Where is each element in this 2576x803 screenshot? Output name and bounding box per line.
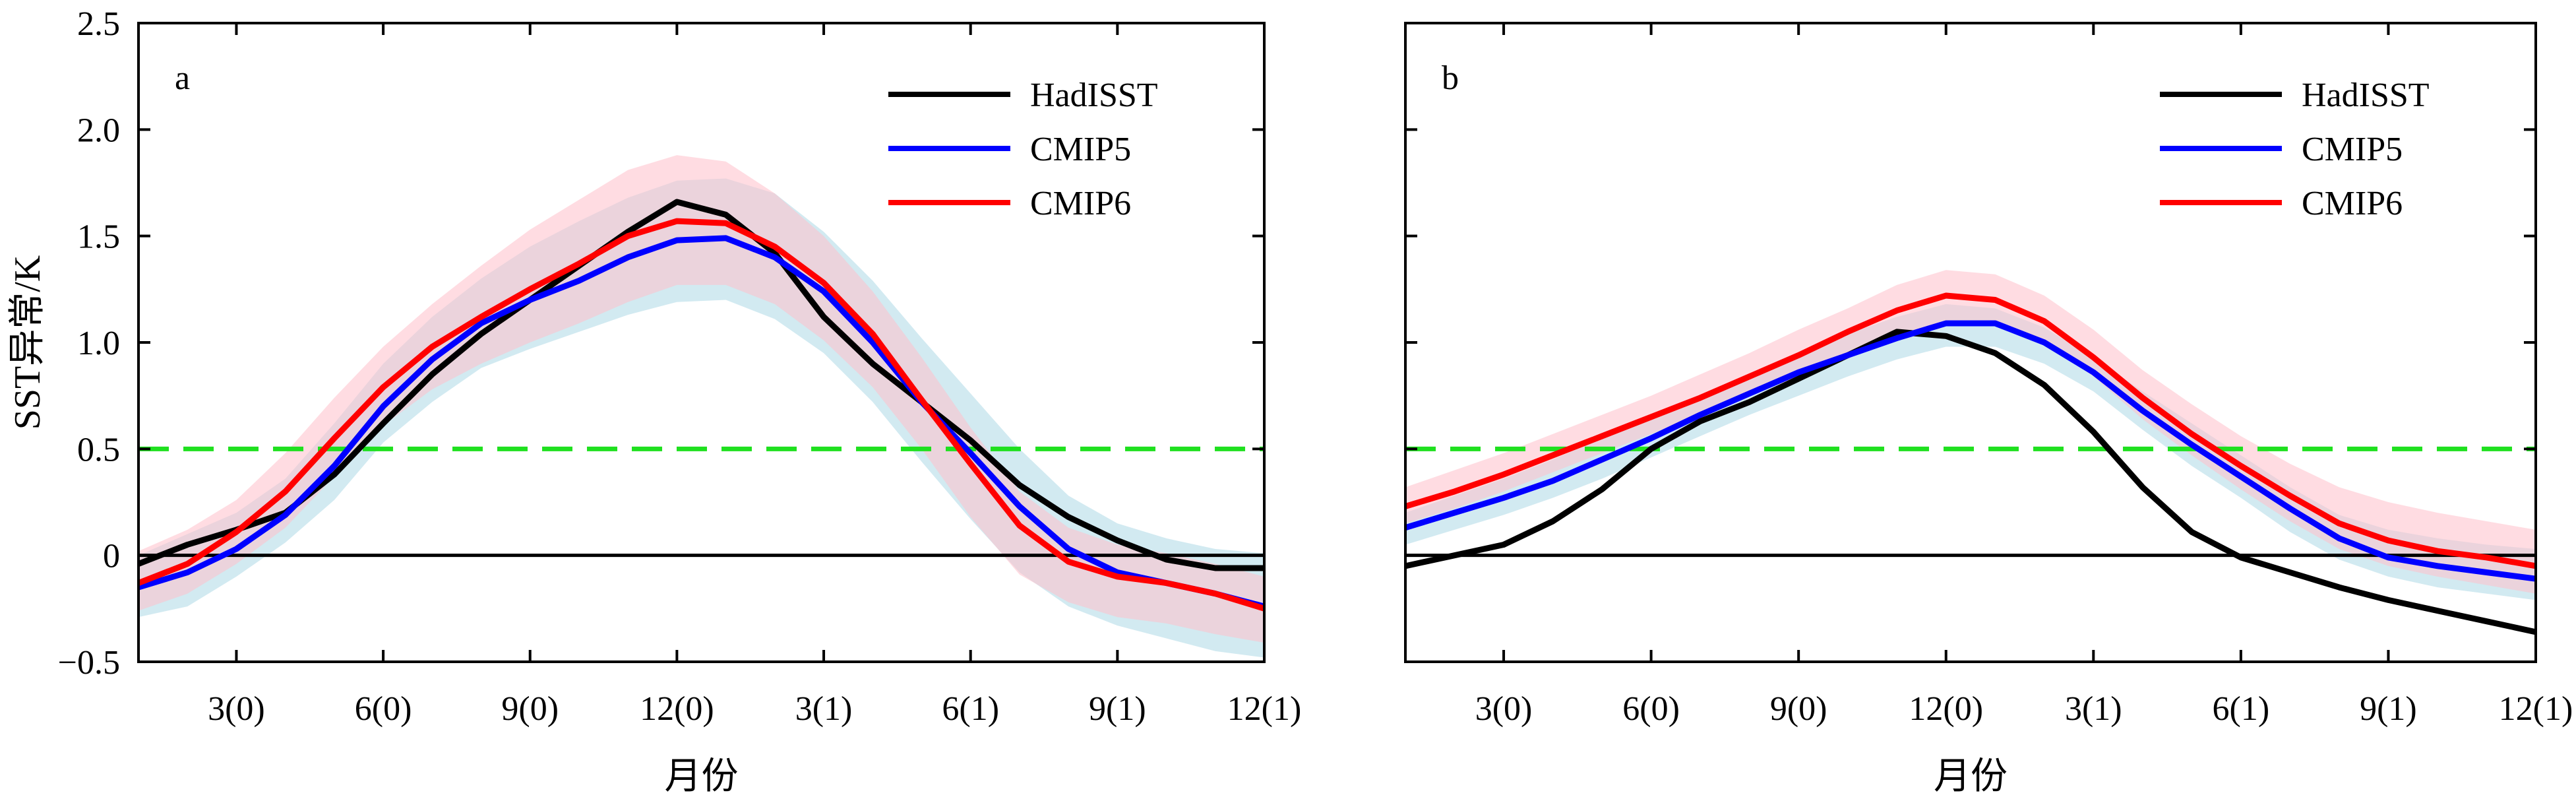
x-tick-label: 9(0) — [501, 690, 559, 728]
spread-band-cmip6 — [138, 155, 1264, 643]
legend-label-cmip6: CMIP6 — [1030, 185, 1131, 222]
series-line-hadisst — [1405, 329, 2536, 635]
plot-area — [138, 155, 1264, 658]
legend-label-hadisst: HadISST — [1030, 77, 1158, 114]
plot-area — [1405, 270, 2536, 635]
panel-b: 3(0) 6(0) 9(0) 12(0) 3(1) 6(1) 9(1) 12(1) 月份 b Had… — [1404, 22, 2573, 797]
x-tick-label: 12(1) — [1227, 690, 1302, 728]
x-tick-label: 6(0) — [355, 690, 412, 728]
x-tick-label: 3(0) — [208, 690, 265, 728]
series-line-hadisst — [138, 199, 1264, 571]
x-tick-label: 9(1) — [2360, 690, 2417, 728]
y-tick-label: 2.0 — [77, 112, 120, 149]
x-tick-label: 12(1) — [2499, 690, 2573, 728]
spread-band-cmip6 — [1405, 270, 2536, 594]
legend-label-hadisst: HadISST — [2302, 77, 2430, 114]
x-tick-label: 3(1) — [795, 690, 853, 728]
y-tick-label: 0.5 — [77, 431, 120, 468]
y-tick-label: 1.0 — [77, 325, 120, 362]
x-tick-label: 6(1) — [2213, 690, 2270, 728]
x-tick-label: 9(1) — [1089, 690, 1146, 728]
x-tick-label: 9(0) — [1770, 690, 1827, 728]
series-line-cmip6 — [138, 218, 1264, 612]
x-tick-label: 12(0) — [1909, 690, 1983, 728]
y-tick-label: −0.5 — [58, 644, 120, 682]
series-line-cmip5 — [1405, 320, 2536, 582]
y-tick-label: 0 — [103, 538, 120, 575]
y-tick-label: 2.5 — [77, 5, 120, 43]
series-line-cmip6 — [1405, 292, 2536, 569]
x-tick-label: 3(0) — [1475, 690, 1533, 728]
x-tick-label: 6(1) — [942, 690, 999, 728]
panel-label: b — [1442, 59, 1459, 97]
legend-label-cmip6: CMIP6 — [2302, 185, 2403, 222]
y-axis-title: SST异常/K — [7, 255, 48, 430]
panel-label: a — [175, 59, 190, 97]
x-axis-title: 月份 — [1934, 756, 2008, 797]
legend-label-cmip5: CMIP5 — [1030, 131, 1131, 168]
panel-a: −0.5 0 0.5 1.0 1.5 2.0 2.5 3(0) 6(0) 9(0) 12(0) 3(1… — [7, 5, 1301, 797]
legend-label-cmip5: CMIP5 — [2302, 131, 2403, 168]
x-axis-title: 月份 — [665, 756, 739, 797]
series-line-cmip5 — [138, 235, 1264, 610]
x-tick-label: 3(1) — [2065, 690, 2122, 728]
y-tick-label: 1.5 — [77, 218, 120, 256]
x-tick-label: 12(0) — [640, 690, 714, 728]
x-tick-label: 6(0) — [1622, 690, 1680, 728]
